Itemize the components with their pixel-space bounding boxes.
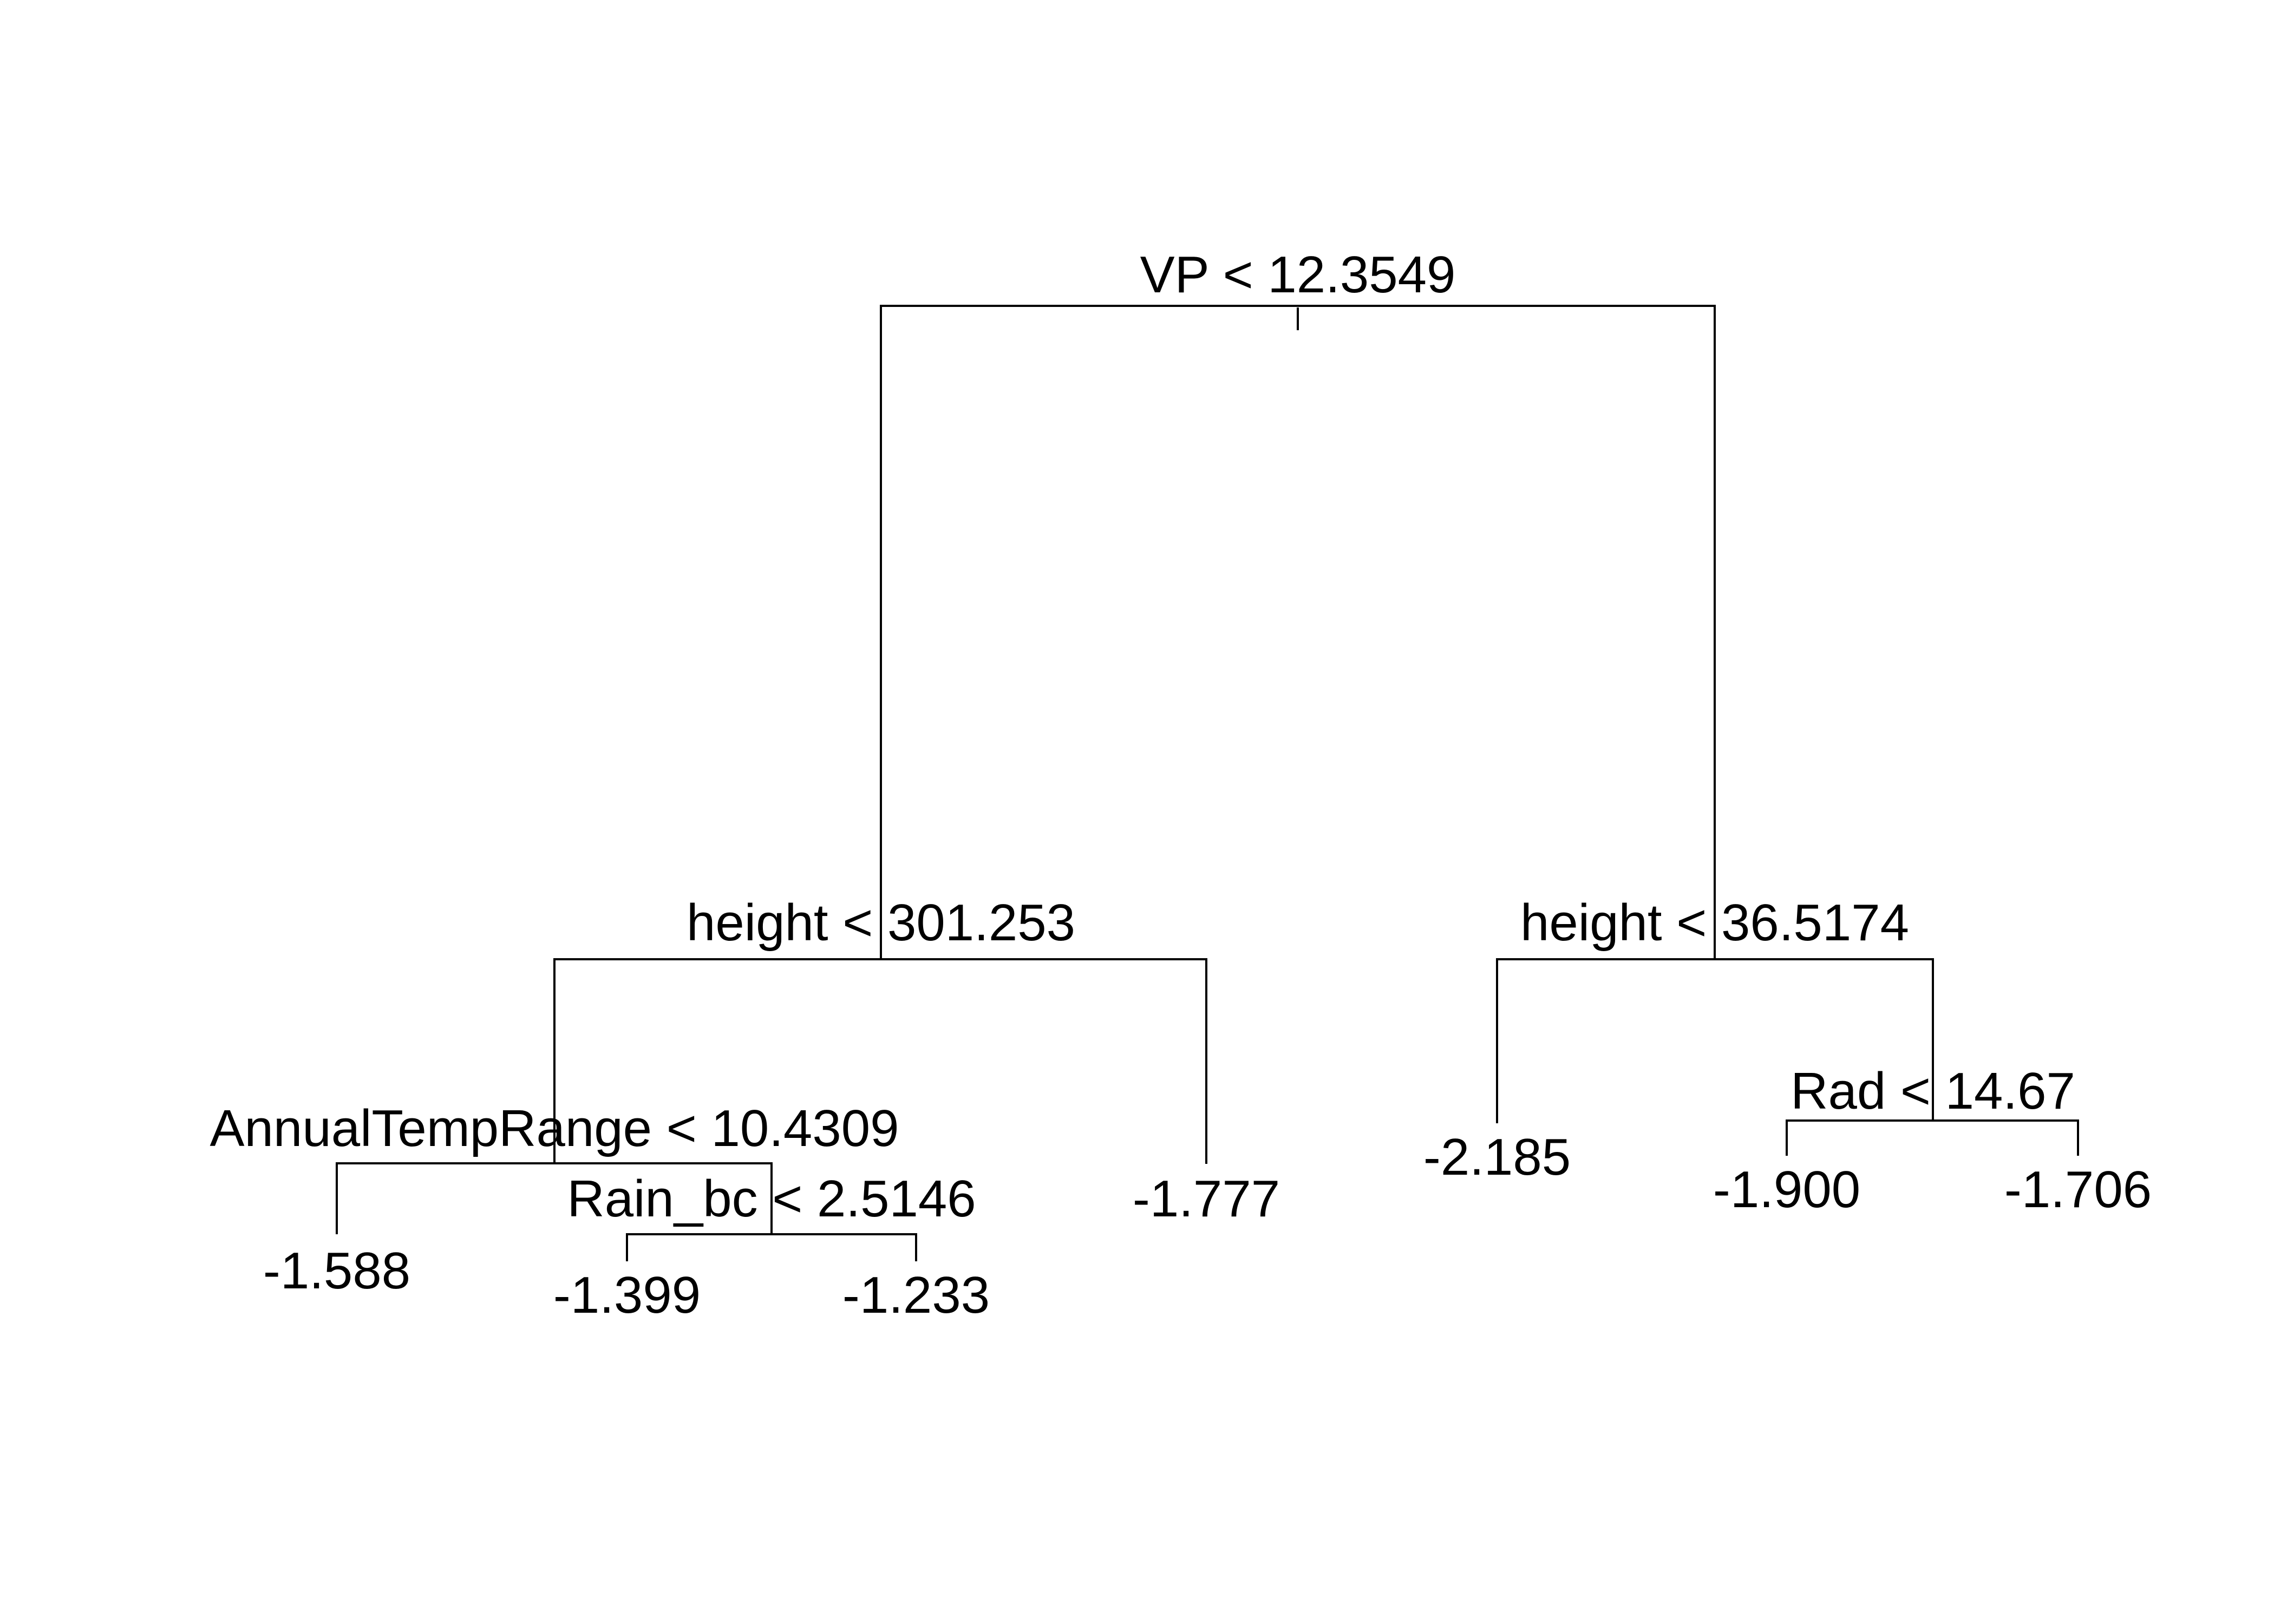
edge-rad-split [1786,1119,2079,1156]
split-label-vp: VP < 12.3549 [1140,246,1456,304]
split-label-rad: Rad < 14.67 [1791,1062,2075,1120]
edge-height301-split [553,958,1207,1164]
split-label-rain-bc: Rain_bc < 2.5146 [567,1170,976,1228]
leaf-value: -2.185 [1423,1128,1571,1186]
split-label-height-301: height < 301.253 [687,894,1075,952]
edge-height36-split [1496,958,1934,1123]
leaf-value: -1.900 [1713,1161,1860,1219]
leaf-value: -1.399 [553,1266,701,1324]
edge-rainbc-split [626,1233,917,1261]
leaf-value: -1.233 [842,1266,990,1324]
split-label-annualtemprange: AnnualTempRange < 10.4309 [210,1099,899,1157]
edge-root-split [880,305,1716,960]
edge-annualtemprange-split [336,1162,773,1234]
split-label-height-36: height < 36.5174 [1520,894,1909,952]
leaf-value: -1.706 [2004,1161,2152,1219]
leaf-value: -1.777 [1133,1170,1280,1228]
leaf-value: -1.588 [263,1242,410,1300]
